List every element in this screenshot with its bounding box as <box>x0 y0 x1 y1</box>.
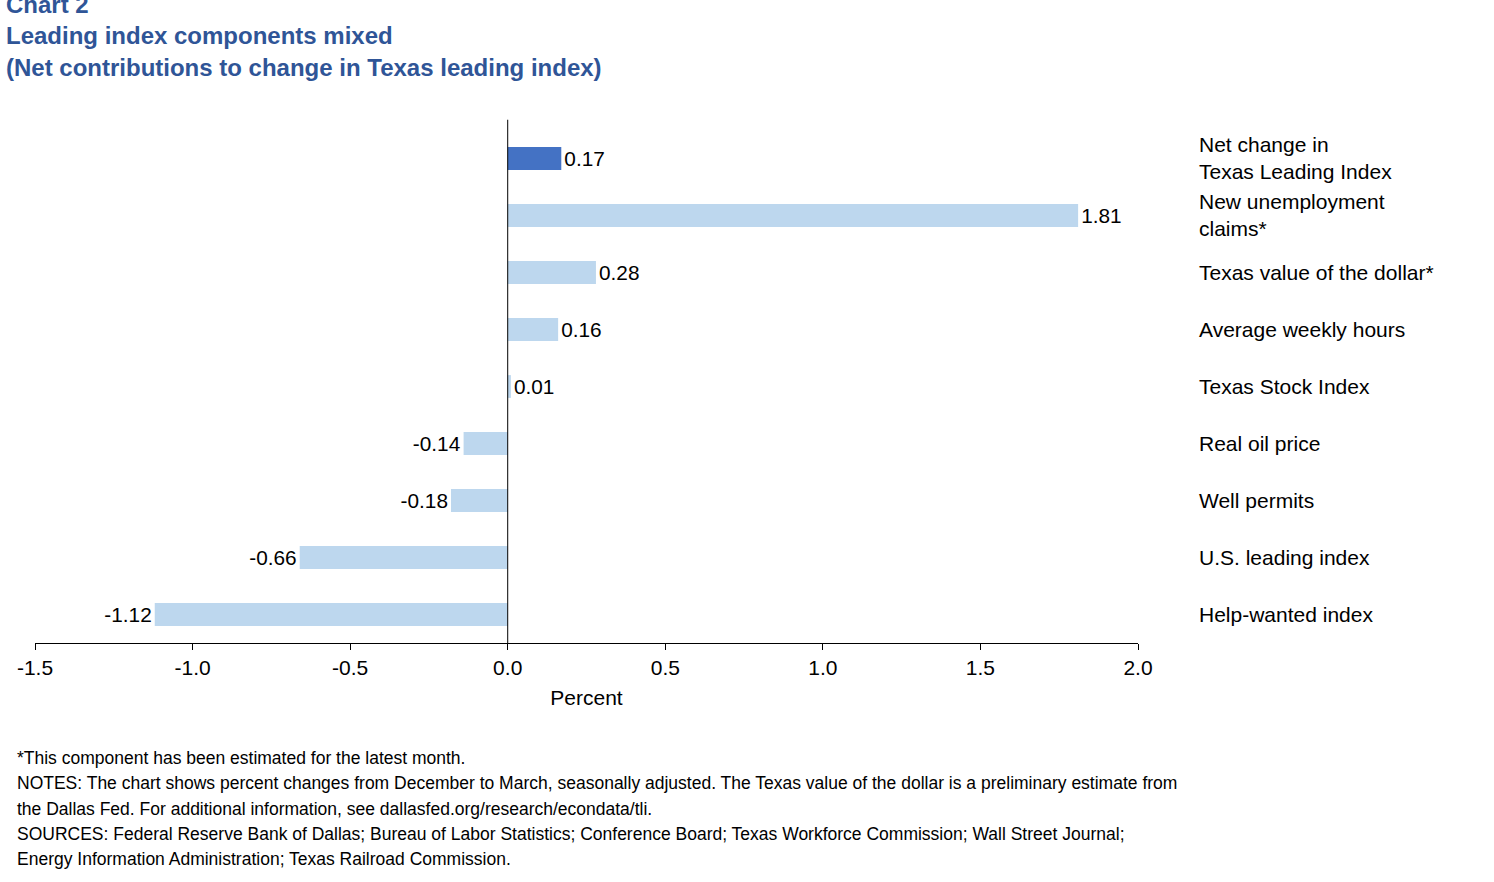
svg-text:0.5: 0.5 <box>651 656 680 679</box>
svg-text:Percent: Percent <box>550 686 623 709</box>
svg-text:1.5: 1.5 <box>966 656 995 679</box>
svg-text:1.81: 1.81 <box>1081 204 1121 227</box>
svg-text:the Dallas Fed. For additional: the Dallas Fed. For additional informati… <box>17 799 652 819</box>
svg-text:-1.5: -1.5 <box>17 656 53 679</box>
svg-text:Net change inTexas Leading Ind: Net change inTexas Leading Index <box>1199 133 1392 183</box>
svg-text:0.01: 0.01 <box>514 375 554 398</box>
svg-text:-0.5: -0.5 <box>332 656 368 679</box>
svg-text:1.0: 1.0 <box>808 656 837 679</box>
svg-text:Average weekly hours: Average weekly hours <box>1199 318 1405 341</box>
svg-text:-0.18: -0.18 <box>401 489 448 512</box>
svg-text:-0.66: -0.66 <box>249 546 296 569</box>
svg-text:0.28: 0.28 <box>599 261 639 284</box>
svg-text:New unemploymentclaims*: New unemploymentclaims* <box>1199 190 1385 240</box>
svg-text:Energy Information Administrat: Energy Information Administration; Texas… <box>17 849 511 869</box>
svg-text:0.17: 0.17 <box>564 147 604 170</box>
svg-text:Real oil price: Real oil price <box>1199 432 1320 455</box>
svg-text:Well permits: Well permits <box>1199 489 1314 512</box>
svg-text:0.0: 0.0 <box>493 656 522 679</box>
svg-text:U.S. leading index: U.S. leading index <box>1199 546 1370 569</box>
svg-text:-0.14: -0.14 <box>413 432 460 455</box>
svg-text:Texas Stock Index: Texas Stock Index <box>1199 375 1370 398</box>
svg-text:Texas value of the dollar*: Texas value of the dollar* <box>1199 261 1434 284</box>
svg-text:-1.12: -1.12 <box>104 603 151 626</box>
svg-text:0.16: 0.16 <box>561 318 601 341</box>
svg-text:Help-wanted index: Help-wanted index <box>1199 603 1373 626</box>
svg-text:*This component has been estim: *This component has been estimated for t… <box>17 748 465 768</box>
svg-text:SOURCES: Federal Reserve Bank: SOURCES: Federal Reserve Bank of Dallas;… <box>17 824 1125 844</box>
svg-text:NOTES: The chart shows percent: NOTES: The chart shows percent changes f… <box>17 773 1177 793</box>
svg-text:2.0: 2.0 <box>1123 656 1152 679</box>
svg-text:-1.0: -1.0 <box>174 656 210 679</box>
svg-text:Chart 2Leading index component: Chart 2Leading index components mixed(Ne… <box>6 0 602 81</box>
